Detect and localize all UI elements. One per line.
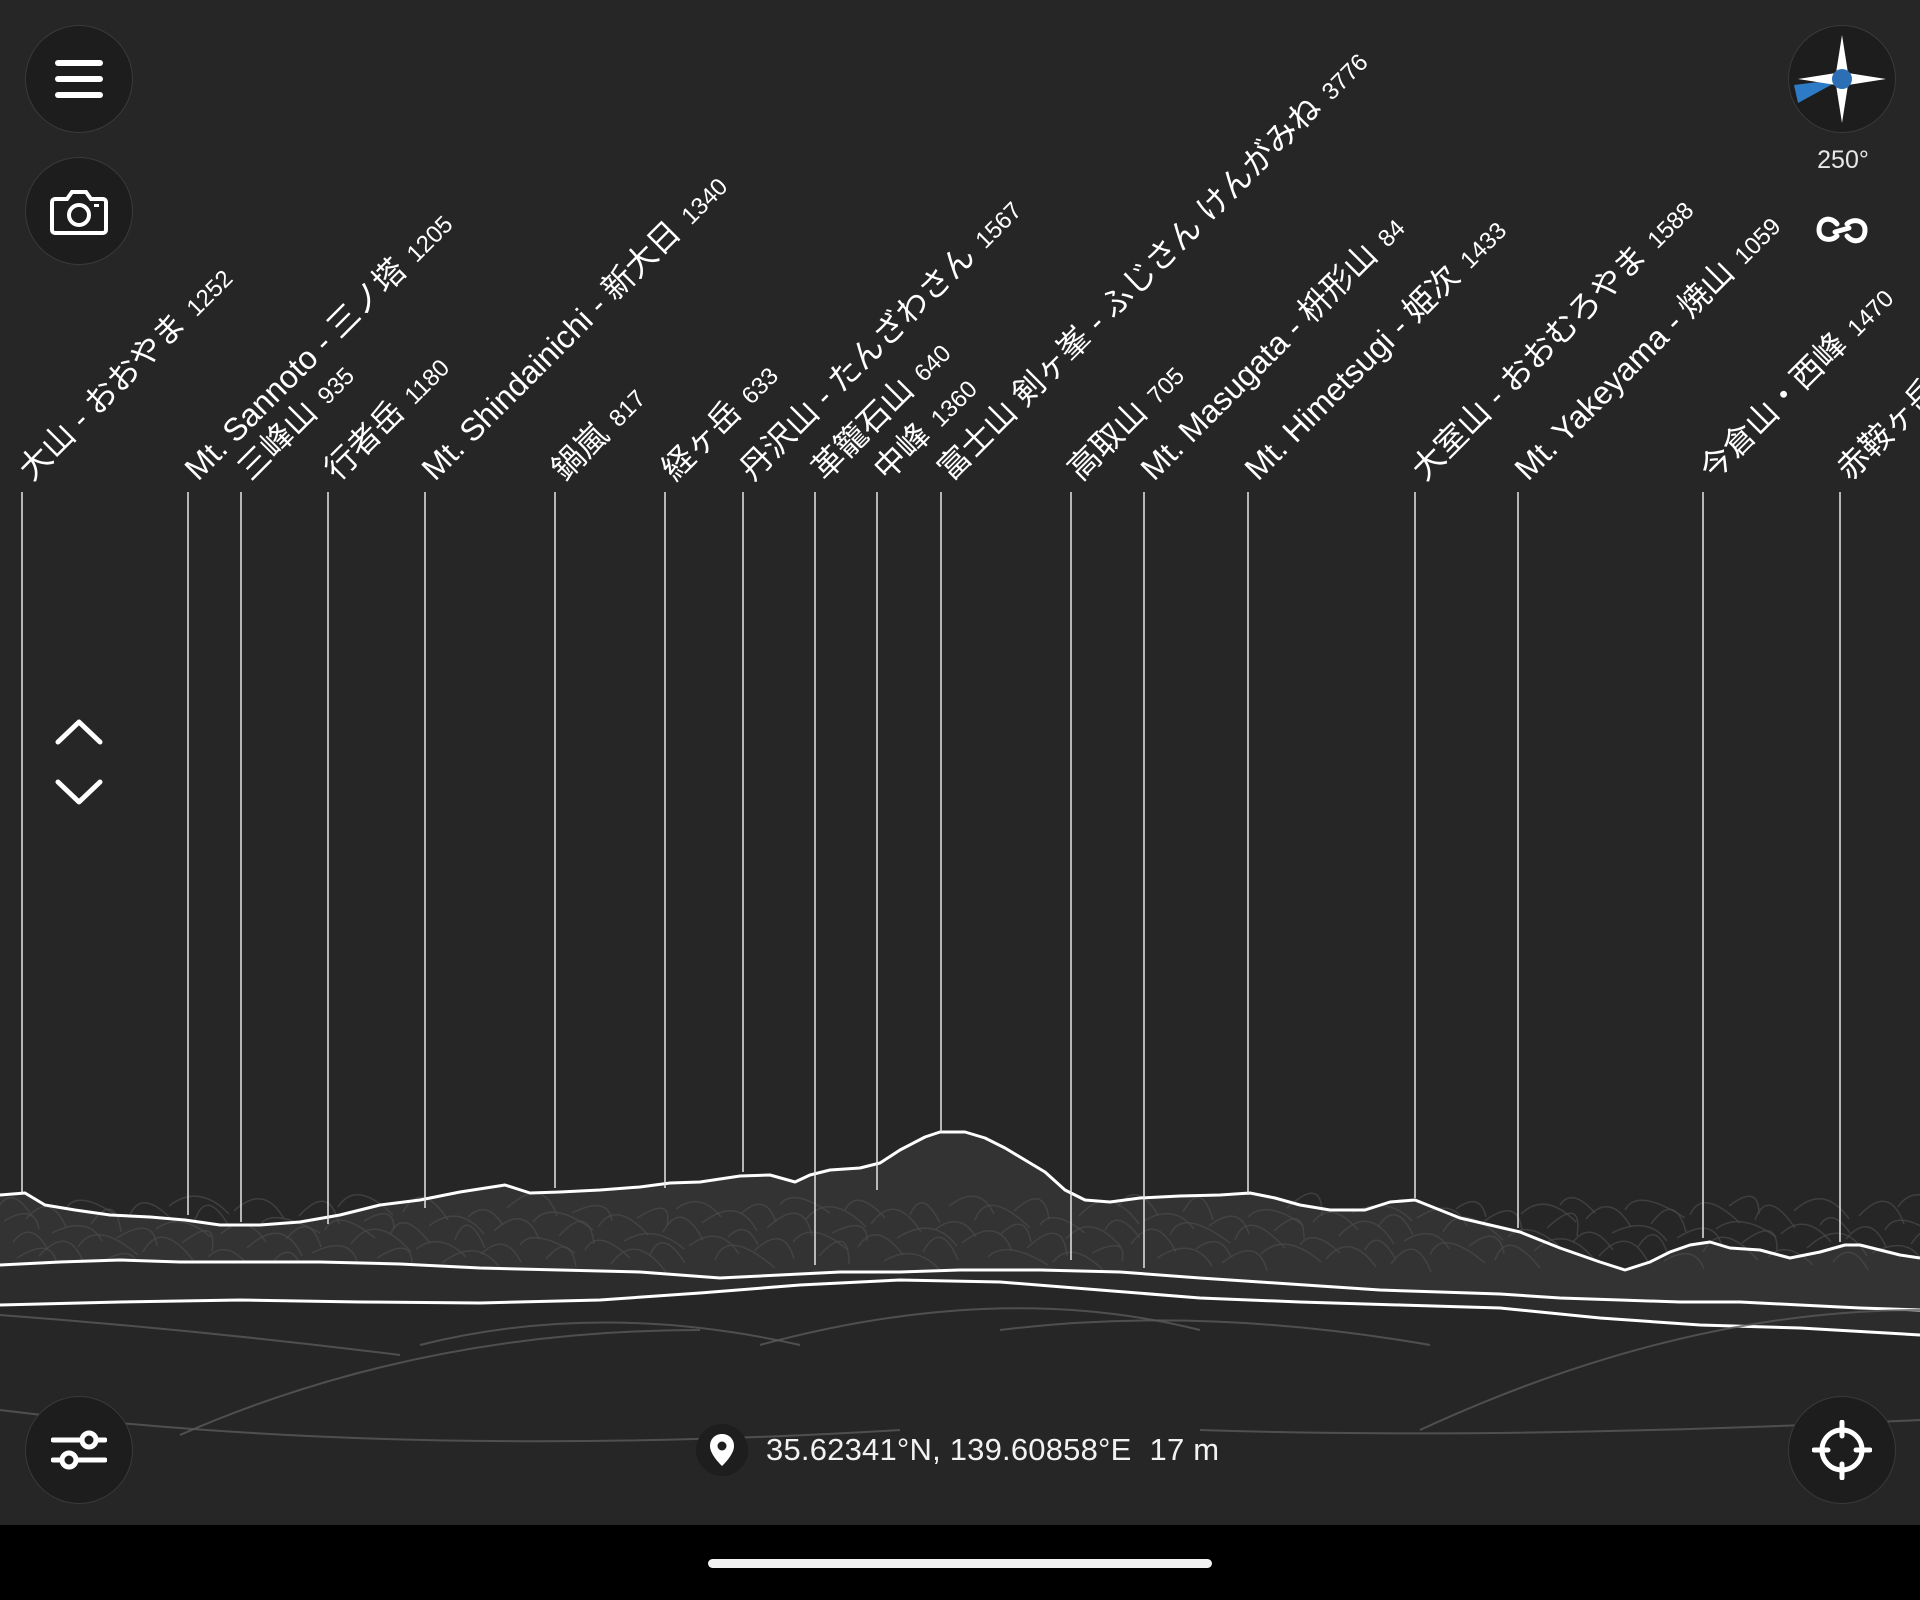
location-pin-icon: [710, 1434, 734, 1466]
peak-elevation: 817: [604, 385, 651, 432]
camera-icon: [50, 190, 108, 235]
peak-name: 高取山: [1060, 394, 1153, 487]
peak-label[interactable]: 鍋嵐817: [544, 379, 652, 487]
crosshair-icon: [1812, 1420, 1872, 1480]
peak-label[interactable]: 赤鞍ヶ岳: [1829, 371, 1920, 487]
location-pin: [696, 1424, 748, 1476]
chevron-up-icon[interactable]: [50, 712, 108, 752]
home-indicator[interactable]: [708, 1559, 1212, 1568]
tilt-controls: [50, 712, 108, 812]
compass-icon: [1794, 35, 1886, 123]
peak-label[interactable]: Mt. Sannoto - 三ノ塔1205: [177, 205, 459, 487]
foreground-contour: [419, 1321, 801, 1346]
peak-elevation: 1433: [1455, 217, 1512, 274]
foreground-contour: [759, 1307, 1201, 1346]
front-ridge-line: [0, 1278, 1920, 1337]
settings-button[interactable]: [25, 1396, 133, 1504]
peak-elevation: 1340: [676, 173, 733, 230]
peak-name: 鍋嵐: [544, 416, 615, 487]
front-ridge-fill: [0, 1280, 1920, 1525]
camera-button[interactable]: [25, 157, 133, 265]
sliders-icon: [51, 1430, 107, 1470]
peak-elevation: 84: [1373, 215, 1411, 253]
coordinates-text: 35.62341°N, 139.60858°E: [766, 1432, 1132, 1467]
menu-icon: [55, 60, 103, 98]
peak-elevation: 705: [1143, 362, 1190, 409]
peak-elevation: 1588: [1642, 197, 1699, 254]
foreground-contour: [1419, 1309, 1920, 1431]
peak-elevation: 3776: [1317, 49, 1374, 106]
peak-name: 大山 - おおやま: [11, 306, 192, 487]
peak-elevation: 1059: [1730, 213, 1787, 270]
foreground-contour: [999, 1319, 1431, 1346]
peak-elevation: 1470: [1842, 285, 1899, 342]
compass-heading: 250°: [1817, 146, 1869, 174]
location-readout[interactable]: 35.62341°N, 139.60858°E 17 m: [696, 1424, 1219, 1476]
peak-elevation: 1180: [400, 354, 456, 410]
peak-elevation: 640: [909, 340, 956, 387]
peak-elevation: 1567: [970, 197, 1027, 254]
peak-elevation: 633: [737, 362, 784, 409]
peak-name: 赤鞍ヶ岳: [1829, 371, 1920, 487]
link-button[interactable]: [1815, 212, 1869, 252]
terrain-silhouettes: [0, 1130, 1920, 1525]
peak-elevation: 1205: [402, 211, 459, 268]
foreground-contour: [0, 1314, 401, 1356]
back-ridge-line: [0, 1130, 1920, 1272]
foreground-contour: [179, 1329, 701, 1436]
mid-ridge-line: [0, 1258, 1920, 1312]
link-icon: [1816, 216, 1868, 244]
altitude-text: 17 m: [1149, 1432, 1220, 1467]
chevron-down-icon[interactable]: [50, 772, 108, 812]
menu-button[interactable]: [25, 25, 133, 133]
peak-elevation: 1252: [182, 265, 239, 322]
peak-name: Mt. Shindainichi - 新大日: [414, 214, 687, 487]
compass-button[interactable]: [1788, 25, 1896, 133]
peak-leader-lines: [21, 492, 1841, 1268]
peak-name: 経ヶ岳: [654, 394, 747, 487]
locate-button[interactable]: [1788, 1396, 1896, 1504]
